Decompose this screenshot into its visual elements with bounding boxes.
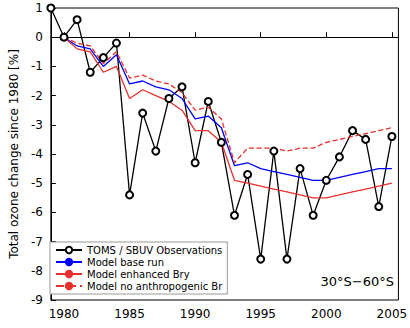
svg-text:30°S−60°S: 30°S−60°S (321, 274, 394, 289)
svg-text:Total ozone change since 1980: Total ozone change since 1980 [%] (7, 49, 21, 260)
svg-text:-1: -1 (31, 59, 43, 73)
svg-text:-6: -6 (31, 205, 43, 219)
svg-text:TOMS / SBUV Observations: TOMS / SBUV Observations (86, 245, 222, 256)
svg-text:Model no anthropogenic Br: Model no anthropogenic Br (87, 281, 223, 292)
svg-text:1990: 1990 (180, 307, 211, 321)
svg-text:-7: -7 (31, 235, 43, 249)
svg-text:-3: -3 (31, 118, 43, 132)
svg-text:2000: 2000 (311, 307, 342, 321)
svg-text:-9: -9 (31, 293, 43, 307)
svg-text:0: 0 (35, 30, 43, 44)
svg-text:-2: -2 (31, 89, 43, 103)
svg-text:-8: -8 (31, 264, 43, 278)
svg-text:Model enhanced Bry: Model enhanced Bry (87, 269, 190, 280)
svg-text:1980: 1980 (49, 307, 80, 321)
svg-text:1: 1 (35, 1, 43, 15)
svg-text:1995: 1995 (245, 307, 276, 321)
svg-text:2005: 2005 (377, 307, 408, 321)
svg-text:-4: -4 (31, 147, 43, 161)
svg-text:-5: -5 (31, 176, 43, 190)
svg-text:1985: 1985 (114, 307, 145, 321)
svg-text:Model base run: Model base run (87, 257, 164, 268)
